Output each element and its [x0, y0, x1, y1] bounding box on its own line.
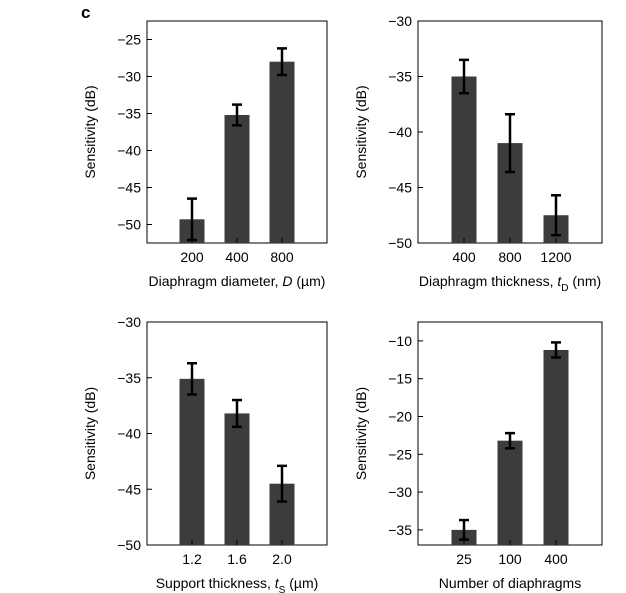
bar [224, 114, 250, 243]
bar [179, 378, 205, 545]
y-tick-label: −35 [388, 522, 412, 538]
bar [269, 61, 295, 244]
y-tick-label: −45 [388, 180, 412, 196]
bar [451, 76, 477, 243]
x-tick-label: 400 [225, 249, 249, 265]
y-tick-label: −40 [117, 143, 141, 159]
y-tick-label: −30 [117, 69, 141, 85]
panel-label: c [81, 3, 91, 22]
x-axis-label: Number of diaphragms [439, 575, 581, 591]
chart-panel-2: −50 −45 −40 −35 −30 400 800 1200 Sensitivity (dB… [353, 13, 603, 294]
y-tick-label: −40 [117, 426, 141, 442]
x-tick-label: 400 [544, 551, 568, 567]
x-axis-label: Support thickness, tS (µm) [156, 575, 319, 593]
x-tick-label: 1200 [540, 249, 571, 265]
chart-panel-3: −50 −45 −40 −35 −30 1.2 1.6 2.0 Sensitivity (dB)… [82, 314, 328, 593]
chart-panel-1: −50 −45 −40 −35 −30 −25 200 400 800 Sensitivity (… [82, 20, 328, 289]
x-tick-label: 100 [498, 551, 522, 567]
x-tick-label: 200 [180, 249, 204, 265]
y-tick-label: −30 [388, 13, 412, 29]
y-axis-label: Sensitivity (dB) [82, 387, 98, 480]
y-tick-label: −30 [388, 484, 412, 500]
x-axis-label: Diaphragm thickness, tD (nm) [419, 273, 601, 294]
y-tick-label: −50 [117, 217, 141, 233]
y-tick-label: −35 [388, 69, 412, 85]
y-tick-label: −40 [388, 124, 412, 140]
y-tick-label: −35 [117, 106, 141, 122]
y-tick-label: −50 [388, 235, 412, 251]
y-axis-label: Sensitivity (dB) [82, 85, 98, 178]
y-axis-label: Sensitivity (dB) [353, 387, 369, 480]
y-tick-label: −45 [117, 481, 141, 497]
y-tick-label: −30 [117, 314, 141, 330]
x-tick-label: 1.2 [182, 551, 202, 567]
y-tick-label: −25 [388, 446, 412, 462]
bar [224, 413, 250, 545]
x-tick-label: 400 [452, 249, 476, 265]
y-axis-label: Sensitivity (dB) [353, 85, 369, 178]
y-tick-label: −25 [117, 32, 141, 48]
x-tick-label: 2.0 [272, 551, 292, 567]
bar [543, 349, 569, 545]
chart-panel-4: −35 −30 −25 −20 −15 −10 25 100 400 Sensitivity (d… [353, 321, 603, 591]
x-tick-label: 1.6 [227, 551, 247, 567]
x-tick-label: 25 [456, 551, 472, 567]
y-tick-label: −50 [117, 537, 141, 553]
x-tick-label: 800 [498, 249, 522, 265]
x-axis-label: Diaphragm diameter, D (µm) [149, 273, 326, 289]
y-tick-label: −10 [388, 333, 412, 349]
y-tick-label: −20 [388, 408, 412, 424]
y-tick-label: −35 [117, 370, 141, 386]
y-tick-label: −15 [388, 371, 412, 387]
y-tick-label: −45 [117, 180, 141, 196]
bar [497, 440, 523, 545]
x-tick-label: 800 [270, 249, 294, 265]
